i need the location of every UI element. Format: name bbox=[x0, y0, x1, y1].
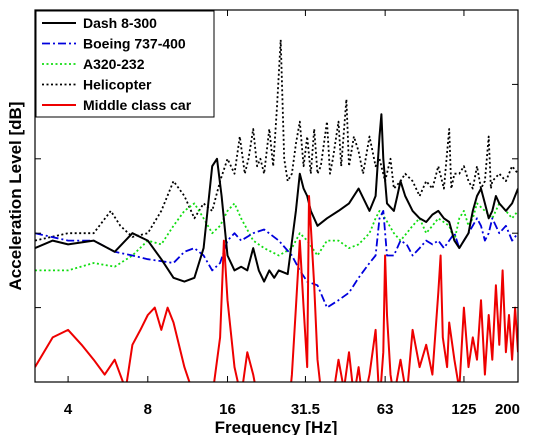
y-axis-label: Acceleration Level [dB] bbox=[6, 102, 25, 291]
series-line-a320-232 bbox=[35, 202, 518, 272]
x-tick-label-16: 16 bbox=[219, 401, 236, 418]
legend-label-boeing-737-400: Boeing 737-400 bbox=[83, 36, 186, 52]
legend: Dash 8-300 Boeing 737-400 A320-232 Helicopt… bbox=[35, 10, 215, 118]
series-line-middle-class-car bbox=[35, 195, 518, 382]
legend-label-helicopter: Helicopter bbox=[83, 77, 152, 93]
plot-frame bbox=[34, 9, 519, 383]
series-group bbox=[35, 38, 518, 382]
x-tick-label-125: 125 bbox=[451, 401, 476, 418]
x-tick-label-200: 200 bbox=[495, 401, 520, 418]
series-line-dash-8-300 bbox=[35, 113, 518, 283]
x-tick-label-4: 4 bbox=[64, 401, 73, 418]
x-tick-label-31-5: 31.5 bbox=[291, 401, 320, 418]
x-axis-label: Frequency [Hz] bbox=[215, 418, 338, 435]
legend-label-a320-232: A320-232 bbox=[83, 56, 145, 72]
legend-label-dash-8-300: Dash 8-300 bbox=[83, 15, 157, 31]
x-tick-label-63: 63 bbox=[377, 401, 394, 418]
x-tick-label-8: 8 bbox=[144, 401, 152, 418]
legend-label-middle-class-car: Middle class car bbox=[83, 97, 192, 113]
